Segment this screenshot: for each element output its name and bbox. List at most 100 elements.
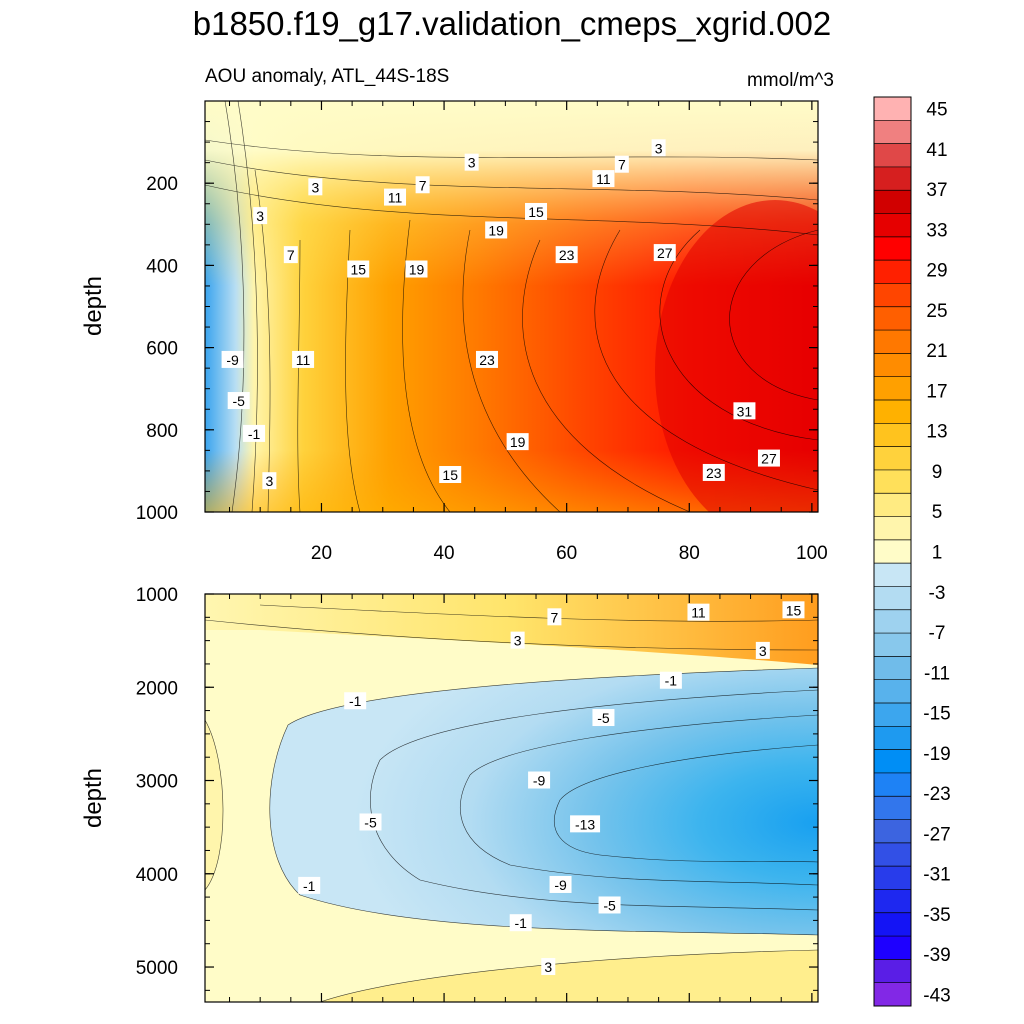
- colorbar-swatch: [874, 446, 911, 471]
- figure-title: b1850.f19_g17.validation_cmeps_xgrid.002: [193, 5, 831, 42]
- colorbar-frame: [873, 96, 912, 1007]
- upper-ytick-label: 200: [146, 174, 178, 195]
- upper-contour-label: 11: [292, 350, 315, 368]
- colorbar-swatch: [874, 190, 911, 215]
- svg-text:19: 19: [488, 222, 504, 238]
- svg-text:15: 15: [442, 467, 458, 483]
- lower-contour-label: 3: [541, 958, 556, 976]
- colorbar-swatch: [874, 982, 911, 1007]
- lower-negative-tongue: [269, 668, 818, 935]
- lower-contour-label: -9: [549, 875, 572, 893]
- lower-frame: [204, 593, 819, 1003]
- svg-text:3: 3: [468, 155, 476, 171]
- upper-max-core: [655, 200, 818, 512]
- colorbar-swatch: [874, 120, 911, 145]
- upper-contour-label: 15: [439, 466, 462, 484]
- svg-text:11: 11: [388, 190, 403, 206]
- lower-contour-label: 11: [687, 603, 710, 621]
- colorbar-swatch: [874, 400, 911, 424]
- colorbar-label: -35: [923, 905, 950, 926]
- lower-west-warm: [205, 720, 224, 890]
- colorbar-swatch: [874, 330, 911, 354]
- lower-contour-label: 3: [755, 641, 770, 659]
- upper-contour-label: 15: [525, 202, 548, 220]
- svg-text:7: 7: [419, 177, 427, 193]
- svg-text:-5: -5: [603, 897, 616, 913]
- colorbar-swatch: [874, 796, 911, 821]
- colorbar-swatch: [874, 97, 911, 121]
- svg-text:11: 11: [596, 171, 611, 187]
- upper-contour-label: 3: [262, 472, 277, 490]
- upper-contour-label: 31: [733, 402, 756, 420]
- colorbar-label: 1: [932, 543, 943, 564]
- svg-text:3: 3: [256, 208, 264, 224]
- upper-ylabel: depth: [80, 276, 107, 336]
- lower-contour-label: -1: [344, 692, 367, 710]
- colorbar-label: 41: [926, 140, 947, 161]
- colorbar-swatch: [874, 516, 911, 541]
- upper-contour-label: 3: [651, 139, 666, 157]
- upper-units: mmol/m^3: [747, 70, 834, 91]
- colorbar-swatch: [874, 166, 911, 191]
- svg-text:-1: -1: [248, 426, 261, 442]
- upper-contour-label: 23: [702, 463, 725, 481]
- colorbar-label: 5: [932, 502, 943, 523]
- upper-xtick-label: 100: [796, 543, 828, 564]
- upper-subtitle: AOU anomaly, ATL_44S-18S: [205, 66, 449, 87]
- lower-contour-label: -1: [509, 914, 532, 932]
- colorbar-label: 17: [926, 381, 947, 402]
- upper-contour-label: 27: [653, 244, 676, 262]
- upper-xtick-label: 20: [311, 543, 332, 564]
- colorbar-swatch: [874, 703, 911, 727]
- upper-contour-label: 23: [555, 246, 578, 264]
- upper-contour-label: 7: [283, 246, 298, 264]
- colorbar-label: -43: [923, 985, 950, 1006]
- svg-text:-1: -1: [303, 878, 316, 894]
- colorbar-swatch: [874, 260, 911, 284]
- colorbar-label: 25: [926, 301, 947, 322]
- colorbar-swatch: [874, 143, 911, 168]
- colorbar-swatch: [874, 936, 911, 960]
- lower-contour-label: 7: [547, 608, 562, 626]
- colorbar-swatch: [874, 726, 911, 751]
- colorbar-swatch: [874, 772, 911, 797]
- svg-text:11: 11: [296, 352, 311, 368]
- svg-text:23: 23: [706, 465, 722, 481]
- upper-ytick-label: 1000: [136, 503, 178, 524]
- svg-text:7: 7: [287, 247, 295, 263]
- upper-contour-label: 11: [592, 170, 615, 188]
- lower-ytick-label: 3000: [136, 772, 178, 793]
- upper-contour-label: -9: [221, 350, 244, 368]
- colorbar-label: -3: [929, 583, 946, 604]
- colorbar-swatch: [874, 376, 911, 401]
- svg-text:3: 3: [655, 140, 663, 156]
- upper-contour-label: 7: [415, 176, 430, 194]
- svg-text:19: 19: [510, 434, 526, 450]
- svg-text:-1: -1: [349, 693, 362, 709]
- upper-contour-label: 11: [384, 188, 407, 206]
- lower-contour-label: -5: [592, 709, 615, 727]
- colorbar-swatch: [874, 563, 911, 587]
- upper-xtick-label: 80: [679, 543, 700, 564]
- lower-ylabel: depth: [80, 768, 107, 828]
- colorbar-swatch: [874, 959, 911, 984]
- lower-ytick-label: 1000: [136, 585, 178, 606]
- colorbar-label: 21: [926, 341, 947, 362]
- upper-contour-label: 19: [405, 260, 428, 278]
- colorbar-swatch: [874, 283, 911, 308]
- colorbar-label: -15: [923, 704, 950, 725]
- upper-contour-label: 3: [253, 207, 268, 225]
- svg-text:7: 7: [618, 157, 626, 173]
- colorbar-swatch: [874, 679, 911, 704]
- lower-bottom-warm-layer: [320, 950, 818, 1002]
- svg-text:31: 31: [737, 403, 753, 419]
- lower-contour-label: -5: [598, 896, 621, 914]
- upper-contour-label: 3: [308, 178, 323, 196]
- svg-text:3: 3: [311, 179, 319, 195]
- lower-contour-label: -5: [359, 813, 382, 831]
- colorbar-swatch: [874, 539, 911, 564]
- colorbar-label: 29: [926, 261, 947, 282]
- svg-text:19: 19: [409, 262, 425, 278]
- svg-text:27: 27: [761, 451, 777, 467]
